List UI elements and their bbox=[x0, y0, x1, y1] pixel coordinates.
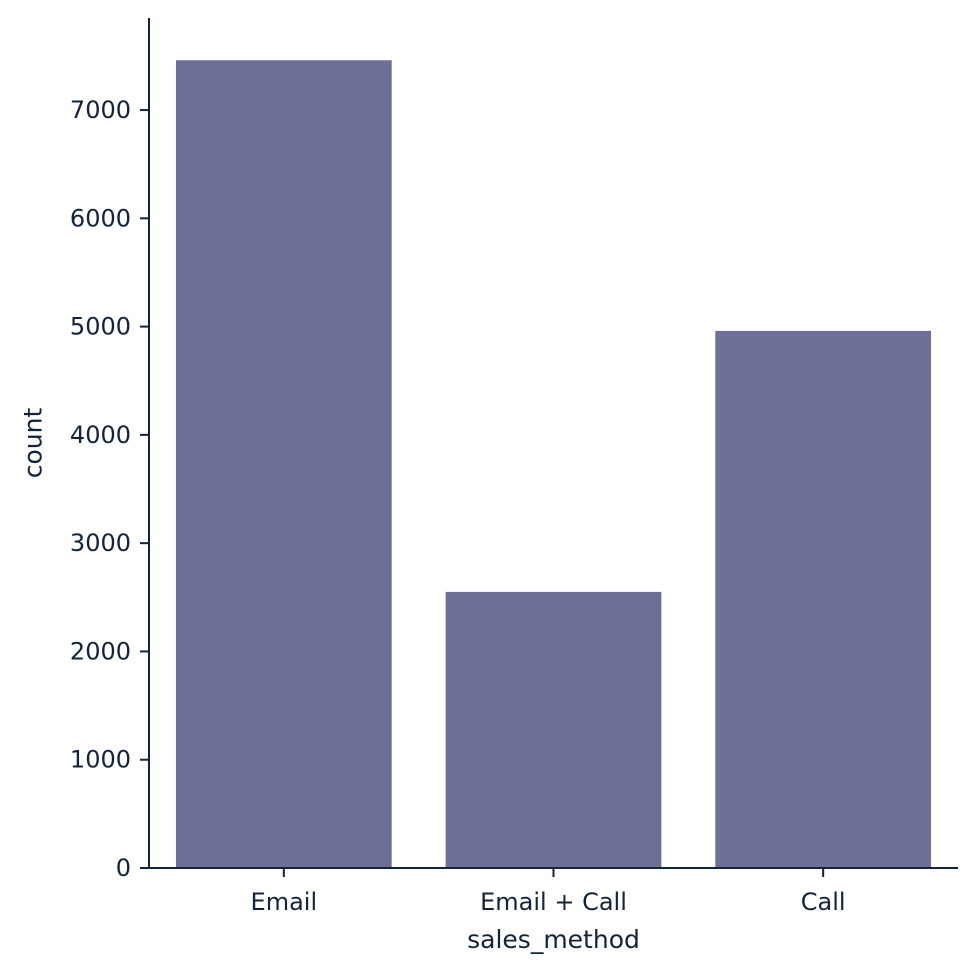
y-tick-label: 5000 bbox=[70, 313, 131, 341]
bar-call bbox=[715, 330, 932, 868]
y-tick-label: 2000 bbox=[70, 637, 131, 665]
bar-email bbox=[175, 60, 392, 869]
y-axis-label: count bbox=[19, 408, 48, 479]
x-tick-label: Email bbox=[251, 888, 318, 916]
y-tick-label: 7000 bbox=[70, 96, 131, 124]
y-tick-label: 4000 bbox=[70, 421, 131, 449]
y-tick-label: 0 bbox=[116, 854, 131, 882]
bars-layer bbox=[175, 60, 932, 869]
y-tick-label: 1000 bbox=[70, 746, 131, 774]
x-tick-label: Email + Call bbox=[480, 888, 627, 916]
y-tick-label: 6000 bbox=[70, 204, 131, 232]
x-ticks: Email Email + Call Call bbox=[251, 868, 846, 916]
y-ticks: 0 1000 2000 3000 4000 5000 6000 7000 bbox=[70, 96, 149, 882]
x-tick-label: Call bbox=[801, 888, 846, 916]
x-axis-label: sales_method bbox=[467, 925, 640, 954]
bar-email-call bbox=[445, 591, 662, 868]
y-tick-label: 3000 bbox=[70, 529, 131, 557]
